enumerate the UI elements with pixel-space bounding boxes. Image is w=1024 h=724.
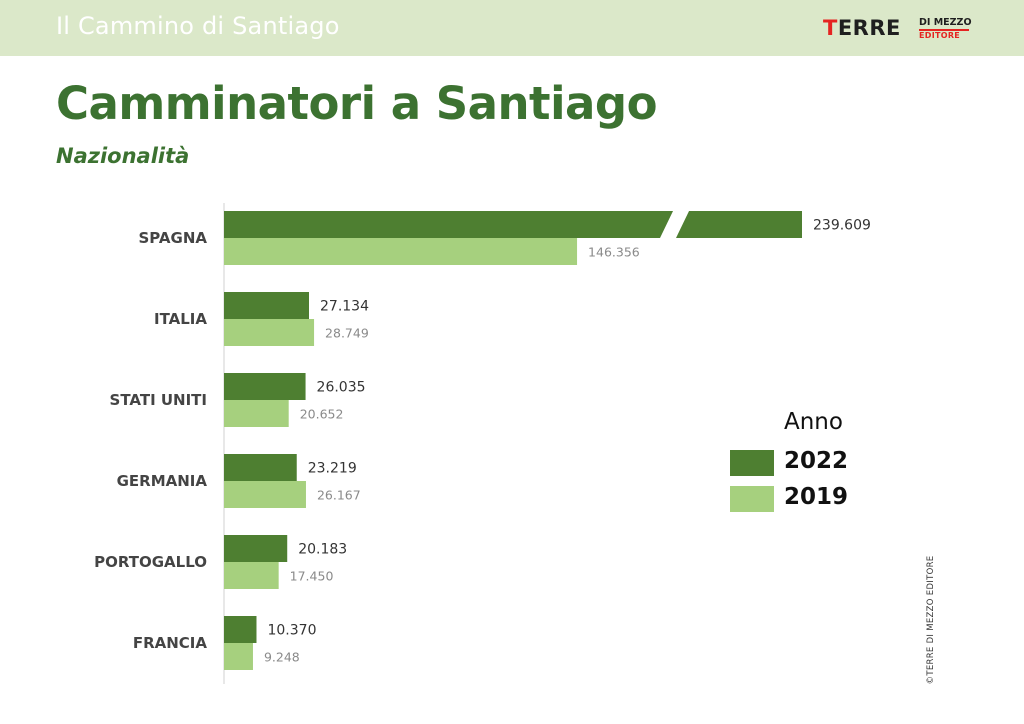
legend-swatch-2022	[730, 450, 774, 476]
logo-small-top: DI MEZZO	[919, 17, 972, 28]
bar-2022-francia	[224, 616, 257, 643]
data-label-2019-stati-uniti: 20.652	[300, 407, 344, 422]
legend-swatch-2019	[730, 486, 774, 512]
data-label-2022-germania: 23.219	[308, 461, 357, 477]
logo-rule	[919, 29, 969, 31]
header-bar: Il Cammino di Santiago TERRE DI MEZZO ED…	[0, 0, 1024, 56]
bar-2019-spagna	[224, 238, 578, 265]
category-label-italia: ITALIA	[154, 310, 207, 328]
legend-label-2022: 2022	[784, 448, 849, 474]
category-label-portogallo: PORTOGALLO	[94, 553, 207, 571]
category-label-spagna: SPAGNA	[138, 229, 207, 247]
bar-2022-stati-uniti	[224, 373, 306, 400]
data-label-2019-francia: 9.248	[264, 650, 300, 665]
bar-2019-germania	[224, 481, 306, 508]
bar-2022-portogallo	[224, 535, 288, 562]
category-label-germania: GERMANIA	[117, 472, 208, 490]
data-label-2022-spagna: 239.609	[813, 218, 871, 234]
logo-main-text: TERRE	[823, 16, 901, 40]
bar-2022-italia	[224, 292, 309, 319]
data-label-2022-italia: 27.134	[320, 299, 369, 315]
bar-2019-portogallo	[224, 562, 279, 589]
header-title: Il Cammino di Santiago	[56, 12, 340, 40]
bar-2022-spagna	[224, 211, 802, 238]
logo-small-bottom: EDITORE	[919, 31, 961, 40]
bar-2019-italia	[224, 319, 315, 346]
data-label-2019-spagna: 146.356	[588, 245, 640, 260]
chart-subtitle: Nazionalità	[56, 144, 190, 168]
data-label-2019-portogallo: 17.450	[290, 569, 334, 584]
legend-title: Anno	[784, 409, 843, 435]
data-label-2019-germania: 26.167	[317, 488, 361, 503]
logo-first-letter: T	[823, 16, 838, 40]
data-label-2019-italia: 28.749	[325, 326, 369, 341]
data-label-2022-stati-uniti: 26.035	[317, 380, 366, 396]
chart-title: Camminatori a Santiago	[56, 77, 657, 130]
data-label-2022-portogallo: 20.183	[298, 542, 347, 558]
category-label-stati-uniti: STATI UNITI	[110, 391, 207, 409]
bar-2019-stati-uniti	[224, 400, 289, 427]
category-label-francia: FRANCIA	[133, 634, 208, 652]
data-label-2022-francia: 10.370	[267, 623, 316, 639]
legend-label-2019: 2019	[784, 484, 849, 510]
bar-2022-germania	[224, 454, 297, 481]
copyright-note: ©TERRE DI MEZZO EDITORE	[926, 555, 936, 685]
logo-rest-letters: ERRE	[837, 16, 901, 40]
publisher-logo: TERRE DI MEZZO EDITORE	[823, 16, 973, 44]
bar-2019-francia	[224, 643, 253, 670]
axis-break-mark	[646, 209, 690, 267]
